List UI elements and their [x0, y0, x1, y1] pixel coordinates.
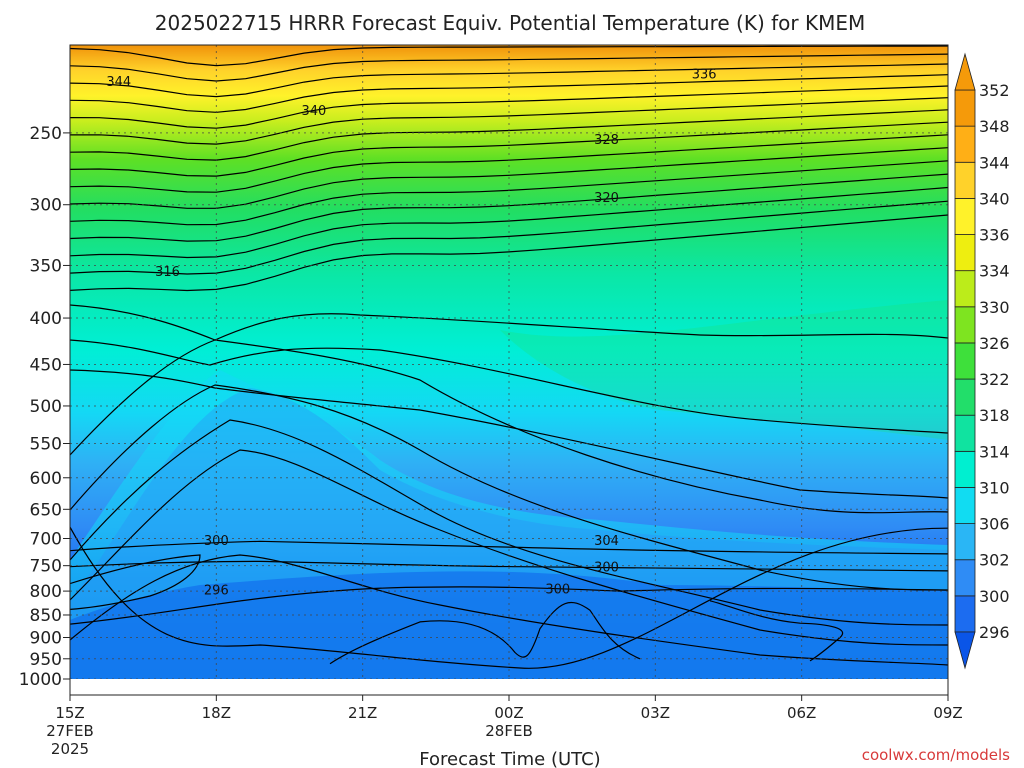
contour-line — [70, 97, 948, 145]
y-tick-label: 450 — [30, 355, 62, 375]
y-tick-label: 300 — [30, 196, 62, 216]
colorbar-swatch — [954, 306, 976, 344]
colorbar-swatch — [954, 234, 976, 272]
y-tick-label: 650 — [30, 500, 62, 520]
y-tick-label: 600 — [30, 469, 62, 489]
contour-label: 300 — [545, 583, 570, 598]
colorbar-swatch — [954, 450, 976, 488]
colorbar-swatch — [954, 378, 976, 416]
y-axis-ticks: 2503003504004505005506006507007508008509… — [19, 124, 70, 690]
colorbar-swatch — [954, 342, 976, 380]
contour-line — [70, 63, 948, 98]
y-tick-label: 350 — [30, 256, 62, 276]
x-tick-label: 15Z — [55, 704, 84, 722]
contour-label: 304 — [594, 534, 619, 549]
colorbar-label: 336 — [979, 226, 1010, 245]
x-tick-label: 03Z — [641, 704, 670, 722]
colorbar-label: 326 — [979, 334, 1010, 353]
contour-line — [70, 526, 948, 669]
contour-labels: 344 340 336 328 320 316 300 304 300 296 300 — [106, 67, 717, 599]
x-tick-year: 2025 — [51, 740, 89, 758]
colorbar-swatch — [954, 559, 976, 597]
x-tick-label: 06Z — [787, 704, 816, 722]
y-tick-label: 250 — [30, 124, 62, 144]
contour-line — [329, 601, 641, 665]
credit-text: coolwx.com/models — [862, 746, 1010, 764]
colorbar-swatch — [954, 270, 976, 308]
contour-label: 340 — [301, 104, 326, 119]
colorbar-label: 330 — [979, 298, 1010, 317]
y-tick-label: 750 — [30, 557, 62, 577]
contour-line — [70, 369, 948, 499]
colorbar-swatch — [954, 125, 976, 163]
x-axis-label: Forecast Time (UTC) — [419, 749, 600, 768]
plot-area — [70, 45, 948, 695]
contour-label: 336 — [692, 67, 717, 82]
colorbar-swatch — [954, 523, 976, 561]
colorbar: 296 300 302 306 310 314 318 322 326 330 334 336 340 3… — [954, 52, 1010, 670]
colorbar-label: 334 — [979, 262, 1010, 281]
x-tick-date: 28FEB — [485, 722, 532, 740]
x-tick-date: 27FEB — [46, 722, 93, 740]
contour-label: 316 — [155, 265, 180, 280]
contour-line — [70, 419, 948, 626]
colorbar-label: 344 — [979, 153, 1010, 172]
field-low-blue — [70, 571, 948, 679]
y-tick-label: 900 — [30, 628, 62, 648]
contour-line — [70, 214, 948, 292]
y-tick-label: 1000 — [19, 670, 62, 690]
contour-label: 320 — [594, 191, 619, 206]
contour-line — [70, 339, 948, 434]
contour-label: 328 — [594, 133, 619, 148]
colorbar-swatch — [954, 487, 976, 525]
ground-surface — [70, 679, 948, 695]
x-tick-label: 21Z — [348, 704, 377, 722]
y-tick-label: 500 — [30, 397, 62, 417]
grid-lines — [70, 45, 948, 679]
y-tick-label: 800 — [30, 582, 62, 602]
contour-line — [70, 449, 948, 646]
y-tick-label: 400 — [30, 309, 62, 329]
colorbar-label: 300 — [979, 587, 1010, 606]
contour-line — [70, 85, 948, 129]
y-tick-label: 850 — [30, 606, 62, 626]
y-tick-label: 950 — [30, 650, 62, 670]
contour-line — [70, 304, 948, 341]
contour-label: 300 — [594, 561, 619, 576]
colorbar-label: 322 — [979, 370, 1010, 389]
colorbar-label: 296 — [979, 623, 1010, 642]
colorbar-swatch — [954, 197, 976, 235]
colorbar-swatch — [954, 89, 976, 127]
y-tick-label: 550 — [30, 434, 62, 454]
colorbar-top-arrow — [954, 52, 976, 91]
colorbar-label: 314 — [979, 442, 1010, 461]
colorbar-label: 306 — [979, 515, 1010, 534]
colorbar-label: 302 — [979, 551, 1010, 570]
contour-line — [709, 600, 843, 662]
colorbar-label: 348 — [979, 117, 1010, 136]
contour-line — [70, 384, 948, 591]
colorbar-swatch — [954, 414, 976, 452]
contour-line — [70, 554, 201, 610]
contour-label: 300 — [204, 534, 229, 549]
colorbar-label: 340 — [979, 189, 1010, 208]
contour-label: 296 — [204, 584, 229, 599]
contour-line — [70, 586, 948, 625]
colorbar-swatch — [954, 595, 976, 633]
contour-label: 344 — [106, 75, 131, 90]
colorbar-label: 352 — [979, 81, 1010, 100]
colorbar-label: 318 — [979, 406, 1010, 425]
x-tick-label: 18Z — [202, 704, 231, 722]
x-tick-label: 09Z — [933, 704, 962, 722]
y-tick-label: 700 — [30, 529, 62, 549]
chart-title: 2025022715 HRRR Forecast Equiv. Potentia… — [155, 11, 865, 35]
contour-line — [70, 540, 948, 555]
x-tick-label: 00Z — [494, 704, 523, 722]
colorbar-swatch — [954, 161, 976, 199]
colorbar-bottom-arrow — [954, 631, 976, 670]
colorbar-label: 310 — [979, 478, 1010, 497]
